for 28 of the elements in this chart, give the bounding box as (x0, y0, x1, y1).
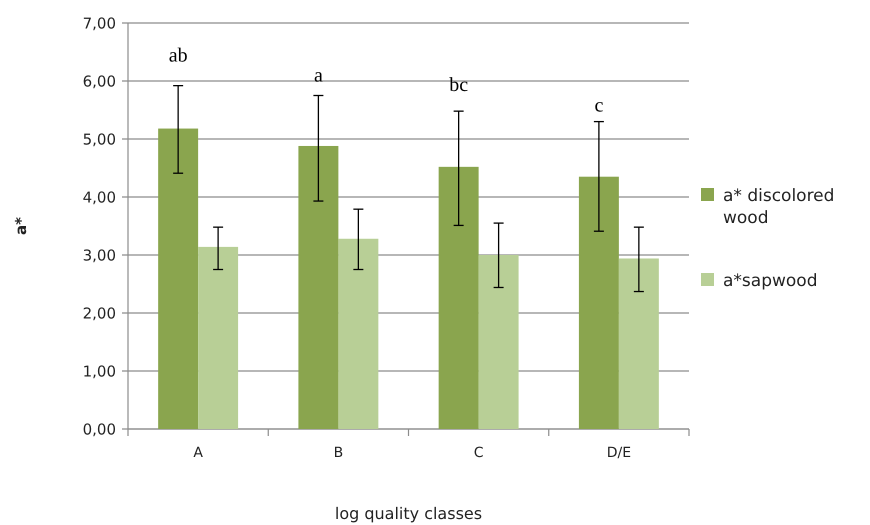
y-tick-label: 3,00 (82, 246, 116, 264)
annotation: a (314, 64, 323, 86)
y-tick-label: 6,00 (82, 72, 116, 90)
x-tick-label: D/E (606, 445, 632, 461)
annotation: bc (449, 74, 468, 96)
annotation: c (594, 94, 604, 117)
y-tick-label: 2,00 (82, 304, 116, 322)
y-tick-label: 5,00 (82, 130, 116, 148)
y-tick-label: 7,00 (82, 14, 116, 32)
bar (338, 238, 378, 429)
x-tick-label: A (193, 445, 204, 461)
y-tick-label: 4,00 (82, 188, 116, 206)
bar (298, 146, 338, 429)
x-tick-label: B (334, 445, 344, 461)
bar (198, 246, 238, 429)
legend-label: a* discolored wood (723, 186, 834, 228)
bar (438, 166, 479, 429)
annotation: ab (168, 44, 188, 67)
legend-label: a*sapwood (723, 270, 818, 291)
x-axis-title: log quality classes (334, 504, 482, 523)
y-tick-label: 0,00 (82, 420, 116, 438)
bar (618, 258, 659, 429)
bar (158, 128, 198, 429)
y-tick-label: 1,00 (82, 362, 116, 380)
y-axis-title: a* (12, 216, 30, 235)
bar (478, 255, 519, 429)
bar (578, 176, 619, 429)
x-tick-label: C (474, 445, 484, 461)
